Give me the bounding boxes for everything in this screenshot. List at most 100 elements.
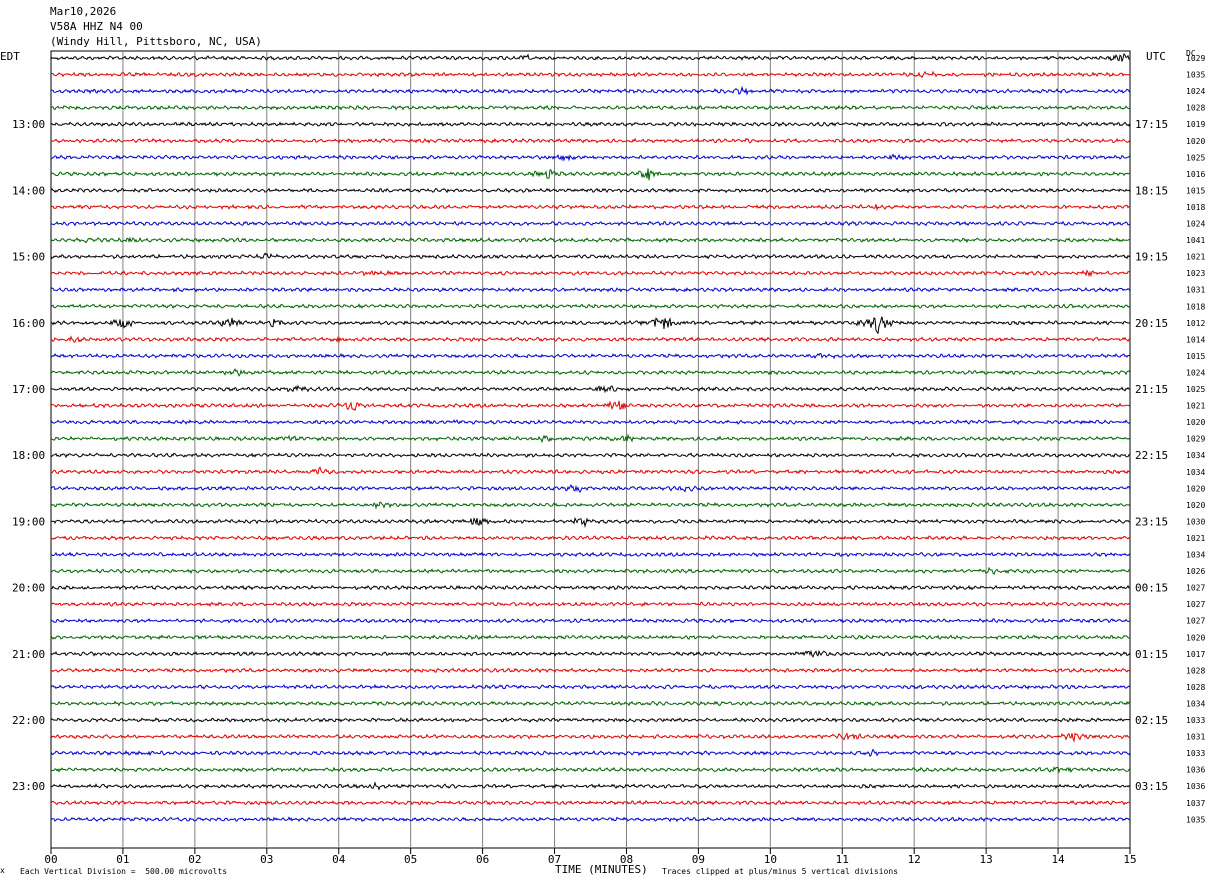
edt-hour-label: 16:00 [12, 317, 45, 330]
dc-offset-label: 1034 [1186, 551, 1205, 560]
x-tick-label: 06 [476, 853, 489, 866]
seismic-trace [50, 452, 1131, 459]
seismic-trace [50, 203, 1131, 211]
seismic-trace [50, 269, 1131, 278]
edt-hour-label: 21:00 [12, 648, 45, 661]
x-tick-label: 14 [1051, 853, 1065, 866]
seismic-trace [50, 766, 1131, 774]
x-tick-label: 10 [764, 853, 777, 866]
dc-offset-label: 1024 [1186, 87, 1205, 96]
dc-offset-label: 1034 [1186, 451, 1205, 460]
seismic-trace [51, 566, 1131, 576]
edt-hour-label: 19:00 [12, 515, 45, 528]
seismic-trace [50, 781, 1131, 791]
x-tick-label: 09 [692, 853, 705, 866]
dc-offset-label: 1018 [1186, 302, 1205, 311]
dc-offset-label: 1037 [1186, 799, 1205, 808]
dc-column-label: DC [1186, 49, 1196, 58]
seismic-trace [50, 352, 1131, 360]
seismic-trace [50, 303, 1131, 310]
dc-offset-label: 1020 [1186, 501, 1205, 510]
dc-offset-label: 1027 [1186, 617, 1205, 626]
seismic-trace [50, 717, 1131, 723]
utc-hour-label: 20:15 [1135, 317, 1168, 330]
utc-hour-label: 03:15 [1135, 780, 1168, 793]
seismic-trace [50, 368, 1131, 377]
seismic-trace [50, 168, 1131, 181]
dc-offset-label: 1035 [1186, 71, 1205, 80]
utc-hour-label: 22:15 [1135, 449, 1168, 462]
dc-offset-label: 1024 [1186, 368, 1205, 377]
seismic-trace [50, 335, 1131, 344]
utc-hour-label: 23:15 [1135, 515, 1168, 528]
right-timezone-label: UTC [1146, 50, 1166, 63]
seismic-trace [50, 700, 1131, 707]
seismic-trace [50, 220, 1131, 227]
dc-offset-label: 1014 [1186, 335, 1205, 344]
dc-offset-label: 1028 [1186, 104, 1205, 113]
x-tick-label: 13 [980, 853, 993, 866]
seismic-trace [50, 400, 1131, 412]
edt-hour-label: 14:00 [12, 184, 45, 197]
x-tick-label: 11 [836, 853, 849, 866]
utc-hour-label: 01:15 [1135, 648, 1168, 661]
seismic-trace [50, 551, 1131, 558]
dc-offset-label: 1021 [1186, 534, 1205, 543]
x-tick-label: 04 [332, 853, 346, 866]
left-timezone-label: EDT [0, 50, 20, 63]
dc-offset-label: 1031 [1186, 286, 1205, 295]
x-tick-label: 08 [620, 853, 633, 866]
seismic-trace [51, 466, 1131, 475]
x-tick-label: 02 [188, 853, 201, 866]
dc-offset-label: 1030 [1186, 517, 1205, 526]
dc-offset-label: 1026 [1186, 567, 1205, 576]
dc-offset-label: 1020 [1186, 418, 1205, 427]
x-axis-title: TIME (MINUTES) [555, 863, 648, 876]
dc-offset-label: 1029 [1186, 54, 1205, 63]
dc-offset-label: 1015 [1186, 186, 1205, 195]
dc-offset-label: 1035 [1186, 815, 1205, 824]
dc-offset-label: 1028 [1186, 683, 1205, 692]
dc-offset-label: 1033 [1186, 716, 1205, 725]
seismic-trace [50, 535, 1131, 541]
seismic-trace [50, 286, 1131, 293]
dc-offset-label: 1021 [1186, 253, 1205, 262]
seismic-trace [50, 617, 1131, 624]
station-location: (Windy Hill, Pittsboro, NC, USA) [50, 35, 262, 48]
seismic-trace [51, 516, 1131, 528]
seismic-trace [50, 483, 1131, 494]
utc-hour-label: 00:15 [1135, 582, 1168, 595]
seismic-trace [50, 601, 1131, 607]
seismic-trace [50, 85, 1131, 96]
seismic-trace [50, 104, 1131, 111]
dc-offset-label: 1025 [1186, 153, 1205, 162]
seismic-trace [50, 419, 1131, 425]
seismic-trace [50, 153, 1131, 162]
dc-offset-label: 1034 [1186, 468, 1205, 477]
seismic-trace [50, 121, 1131, 128]
seismic-trace [50, 799, 1130, 806]
seismic-trace [50, 252, 1131, 260]
seismic-trace [50, 53, 1131, 62]
seismic-trace [50, 634, 1131, 641]
seismic-trace [50, 137, 1131, 144]
dc-offset-label: 1020 [1186, 137, 1205, 146]
utc-hour-label: 18:15 [1135, 184, 1168, 197]
x-tick-label: 00 [44, 853, 57, 866]
station-code: V58A HHZ N4 00 [50, 20, 143, 33]
corner-mark: x [0, 866, 5, 875]
edt-hour-label: 22:00 [12, 714, 45, 727]
dc-offset-label: 1029 [1186, 435, 1205, 444]
dc-offset-label: 1027 [1186, 584, 1205, 593]
plot-frame [50, 50, 1131, 849]
dc-offset-label: 1023 [1186, 269, 1205, 278]
x-tick-label: 07 [548, 853, 561, 866]
dc-offset-label: 1021 [1186, 402, 1205, 411]
seismic-trace [50, 667, 1131, 674]
seismic-trace [51, 584, 1131, 591]
seismic-trace [50, 384, 1131, 394]
x-tick-label: 03 [260, 853, 273, 866]
utc-hour-label: 19:15 [1135, 251, 1168, 264]
edt-hour-label: 15:00 [12, 251, 45, 264]
